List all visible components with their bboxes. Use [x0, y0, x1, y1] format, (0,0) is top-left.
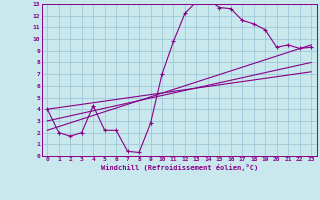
X-axis label: Windchill (Refroidissement éolien,°C): Windchill (Refroidissement éolien,°C) [100, 164, 258, 171]
